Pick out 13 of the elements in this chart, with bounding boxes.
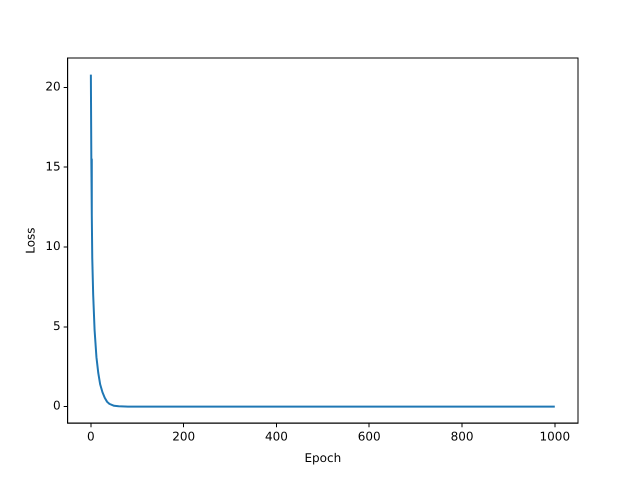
y-tick-label: 5 [53,318,61,333]
y-tick-label: 0 [53,398,61,413]
x-tick-label: 400 [264,430,288,444]
x-tick-label: 600 [358,430,381,444]
y-axis-title: Loss [23,227,38,254]
y-tick-label: 20 [45,79,61,94]
x-tick-label: 800 [450,430,474,444]
y-tick-label: 15 [45,159,61,174]
y-tick-label: 10 [45,239,61,254]
x-axis-title: Epoch [304,450,342,465]
x-tick-label: 1000 [540,430,570,444]
x-tick-label: 200 [172,430,196,444]
x-tick-label: 0 [87,430,95,444]
